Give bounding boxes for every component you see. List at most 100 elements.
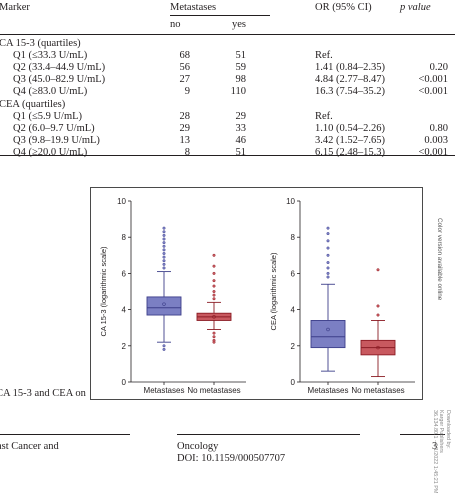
outlier-point <box>162 241 166 245</box>
box-mean-marker <box>376 345 380 350</box>
cell-p: <0.001 <box>418 86 448 98</box>
cell-no: 27 <box>179 74 191 86</box>
row-label: Q2 (33.4–44.9 U/mL) <box>13 62 106 74</box>
cell-or: 1.10 (0.54–2.26) <box>315 122 385 134</box>
box-mean-marker <box>162 302 166 306</box>
outlier-point <box>212 279 216 283</box>
cell-yes: 51 <box>235 146 247 158</box>
download-note-line1: Downloaded by: <box>445 410 451 449</box>
outlier-point <box>376 304 380 308</box>
outlier-point <box>326 261 330 265</box>
footer-rule-right <box>400 434 445 435</box>
color-version-note: Color version available online <box>436 218 443 301</box>
boxplot-figure: 0 2 4 6 8 10 CA 15-3 (logarithmic scale) Metast… <box>99 197 415 395</box>
box-iqr <box>146 296 182 316</box>
box-mean-marker <box>326 327 330 332</box>
download-note: Downloaded by: Karger Publishers 36.134.… <box>432 410 451 494</box>
y-tick-label: 8 <box>122 233 127 242</box>
outlier-point <box>212 264 216 268</box>
y-tick-label: 8 <box>291 233 296 242</box>
outlier-point <box>162 347 166 351</box>
bottom-rule <box>0 155 455 156</box>
outlier-point <box>212 331 216 335</box>
col-header-yes: yes <box>232 19 246 30</box>
cell-or: 4.84 (2.77–8.47) <box>315 74 385 86</box>
cell-no: 28 <box>179 110 191 122</box>
outlier-point <box>326 266 330 270</box>
outlier-point <box>212 335 216 339</box>
download-note-line3: 36.134.80.1 - 6/1/2022 1:45:21 PM <box>432 410 438 494</box>
download-note-line2: Karger Publishers <box>438 410 445 453</box>
footer-rule-center <box>177 434 360 435</box>
cell-or: 1.41 (0.84–2.35) <box>315 62 385 74</box>
metastases-underline <box>170 15 270 16</box>
y-tick-label: 6 <box>122 269 127 278</box>
outlier-point <box>326 226 330 230</box>
cell-no: 9 <box>184 86 190 98</box>
footer-left-text: ast Cancer and <box>0 441 59 452</box>
x-tick-label: Metastases <box>308 386 349 395</box>
cell-yes: 110 <box>230 86 246 98</box>
x-tick-label: No metastases <box>187 386 240 395</box>
row-label: Q4 (≥20.0 U/mL) <box>13 146 88 158</box>
y-tick-label: 10 <box>117 197 126 206</box>
cell-p: <0.001 <box>418 146 448 158</box>
outlier-point <box>162 244 166 248</box>
outlier-point <box>162 233 166 237</box>
group-title: CEA (quartiles) <box>0 98 66 110</box>
y-tick-label: 2 <box>291 342 296 351</box>
cell-yes: 33 <box>235 122 247 134</box>
outlier-point <box>326 232 330 236</box>
cell-p: 0.20 <box>429 62 448 74</box>
cell-or: 16.3 (7.54–35.2) <box>315 86 385 98</box>
cell-p: 0.80 <box>429 122 448 134</box>
outlier-point <box>326 275 330 279</box>
x-tick-label: Metastases <box>144 386 185 395</box>
row-label: Q4 (≥83.0 U/mL) <box>13 86 88 98</box>
y-tick-label: 4 <box>291 306 296 315</box>
box-iqr <box>310 320 346 349</box>
col-header-p: p value <box>400 2 431 13</box>
outlier-point <box>326 239 330 243</box>
footer-rule-left <box>0 434 130 435</box>
outlier-point <box>212 284 216 288</box>
cell-or: Ref. <box>315 50 333 62</box>
cell-no: 56 <box>179 62 191 74</box>
cell-or: Ref. <box>315 110 333 122</box>
outlier-point <box>212 289 216 293</box>
journal-name: Oncology <box>177 441 219 452</box>
outlier-point <box>212 253 216 257</box>
y-tick-label: 0 <box>122 378 127 387</box>
outlier-point <box>212 293 216 297</box>
outlier-point <box>212 297 216 301</box>
y-tick-label: 2 <box>122 342 127 351</box>
outlier-point <box>162 226 166 230</box>
doi-link[interactable]: DOI: 10.1159/000507707 <box>177 453 286 464</box>
cell-p: 0.003 <box>424 134 448 146</box>
y-tick-label: 0 <box>291 378 296 387</box>
outlier-point <box>162 251 166 255</box>
cell-yes: 51 <box>235 50 247 62</box>
cell-no: 68 <box>179 50 191 62</box>
col-header-metastases: Metastases <box>170 2 217 13</box>
outlier-point <box>162 237 166 241</box>
group-title: CA 15-3 (quartiles) <box>0 38 81 49</box>
cell-no: 13 <box>179 134 191 146</box>
y-axis-label: CA 15-3 (logarithmic scale) <box>99 246 108 337</box>
y-tick-label: 10 <box>286 197 295 206</box>
col-header-marker: Marker <box>0 2 30 13</box>
header-rule <box>0 34 455 35</box>
outlier-point <box>212 271 216 275</box>
cell-or: 3.42 (1.52–7.65) <box>315 134 385 146</box>
row-label: Q1 (≤5.9 U/mL) <box>13 110 83 122</box>
outlier-point <box>376 313 380 317</box>
outlier-point <box>326 271 330 275</box>
outlier-point <box>162 248 166 252</box>
cell-yes: 59 <box>235 62 247 74</box>
outlier-point <box>162 230 166 234</box>
figure-frame <box>90 187 423 400</box>
cell-or: 6.15 (2.48–15.3) <box>315 146 385 158</box>
page-number: 3 <box>432 441 438 452</box>
caption-fragment: CA 15-3 and CEA on <box>0 388 86 399</box>
y-tick-label: 6 <box>291 269 296 278</box>
